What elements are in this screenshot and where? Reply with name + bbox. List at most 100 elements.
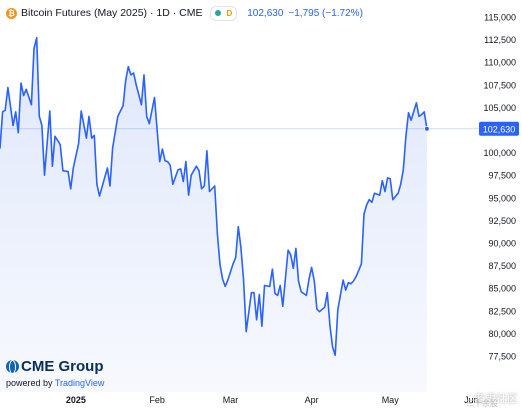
- data-point-2025-02-03: [161, 148, 163, 150]
- chart-header: ₿ Bitcoin Futures (May 2025) · 1D · CME …: [6, 5, 363, 21]
- data-point-2025-01-17: [117, 115, 119, 117]
- data-point-2025-03-03: [235, 256, 237, 259]
- data-point-2025-01-08: [93, 134, 95, 136]
- y-axis: 77,500 80,000 82,500 85,000 87,500 90,000 92,5…: [483, 13, 516, 362]
- data-point-2025-02-25: [219, 264, 221, 266]
- data-point-2025-04-06: [324, 306, 326, 308]
- data-point-2025-02-14: [190, 174, 192, 176]
- data-point-2025-01-26: [140, 104, 142, 106]
- data-point-2025-02-27: [224, 285, 226, 287]
- data-point-2025-04-11: [337, 309, 339, 311]
- data-point-2024-12-22: [49, 110, 51, 112]
- data-point-2025-03-13: [261, 325, 263, 327]
- data-point-2025-01-22: [130, 74, 132, 76]
- data-point-2025-01-21: [127, 66, 129, 68]
- data-point-2025-03-05: [240, 246, 242, 249]
- data-point-2024-12-19: [41, 124, 43, 127]
- data-point-2024-12-11: [20, 82, 22, 84]
- powered-by-prefix: powered by: [6, 378, 55, 388]
- status-dot-icon: [215, 10, 222, 16]
- data-point-2025-04-03: [316, 308, 318, 310]
- data-point-2025-04-16: [350, 283, 352, 285]
- data-point-2025-04-07: [326, 292, 328, 294]
- data-point-2025-02-05: [167, 161, 169, 163]
- last-price-marker: 102,630: [0, 121, 519, 136]
- cme-logo: CME Group powered by TradingView: [6, 358, 104, 388]
- data-point-2025-02-04: [164, 160, 166, 162]
- data-point-2025-04-27: [379, 194, 381, 196]
- data-point-2025-03-06: [242, 278, 245, 280]
- data-point-2025-01-24: [135, 84, 137, 86]
- bitcoin-icon: ₿: [6, 7, 17, 19]
- data-point-2025-03-20: [279, 284, 281, 287]
- y-tick-label: 92,500: [488, 216, 516, 226]
- market-status-badge[interactable]: D: [210, 5, 238, 21]
- powered-by[interactable]: powered by TradingView: [6, 378, 104, 388]
- data-point-2025-01-06: [88, 115, 90, 117]
- data-point-2025-03-26: [295, 247, 297, 249]
- data-point-2025-03-02: [232, 263, 234, 265]
- symbol-title[interactable]: Bitcoin Futures (May 2025) · 1D · CME: [21, 7, 203, 19]
- data-point-2025-03-31: [308, 278, 310, 280]
- data-point-2025-03-21: [282, 305, 284, 307]
- data-point-2025-01-31: [153, 96, 156, 99]
- data-point-2025-02-24: [216, 233, 218, 235]
- data-point-2025-03-19: [277, 294, 279, 296]
- data-point-2024-12-24: [54, 135, 56, 137]
- data-point-2024-12-06: [7, 86, 9, 89]
- x-tick-label: Feb: [149, 395, 165, 405]
- data-point-2024-12-09: [15, 111, 17, 113]
- x-tick-label: May: [382, 395, 400, 405]
- data-point-2025-04-24: [371, 201, 373, 203]
- data-point-2025-02-11: [182, 180, 184, 183]
- data-point-2025-02-09: [177, 169, 179, 171]
- data-point-2025-03-10: [253, 292, 255, 294]
- data-point-2025-03-25: [292, 267, 294, 269]
- data-point-2025-01-20: [125, 79, 127, 81]
- data-point-2025-01-23: [133, 72, 135, 74]
- y-tick-label: 90,000: [488, 239, 516, 249]
- data-point-2025-02-28: [227, 279, 229, 281]
- data-point-2025-04-30: [387, 177, 389, 179]
- data-point-2025-04-14: [345, 289, 347, 291]
- y-tick-label: 85,000: [488, 284, 516, 294]
- data-point-2024-12-26: [59, 143, 61, 146]
- x-tick-label: 2025: [66, 395, 86, 405]
- y-tick-label: 82,500: [488, 306, 516, 316]
- data-point-2025-05-04: [397, 192, 399, 194]
- data-point-2025-02-16: [195, 165, 197, 167]
- delay-badge: D: [226, 8, 233, 18]
- data-point-2025-01-03: [80, 110, 82, 112]
- tradingview-link[interactable]: TradingView: [54, 378, 105, 388]
- data-point-2024-12-18: [38, 115, 40, 117]
- y-tick-label: 100,000: [483, 148, 516, 158]
- data-point-2025-05-11: [415, 102, 417, 104]
- last-price-tag: [479, 121, 519, 136]
- data-point-2025-04-29: [384, 190, 386, 193]
- data-point-2025-01-07: [91, 137, 93, 139]
- data-point-2024-12-04: [1, 111, 4, 113]
- data-point-2024-12-27: [62, 170, 64, 172]
- y-tick-label: 110,000: [484, 58, 516, 68]
- data-point-2025-02-12: [185, 161, 187, 163]
- data-point-2025-01-19: [122, 105, 124, 107]
- cme-logo-name: CME Group: [21, 358, 104, 375]
- data-point-2024-12-16: [33, 48, 35, 50]
- data-point-2025-05-07: [405, 135, 407, 137]
- data-point-2025-03-28: [300, 291, 302, 293]
- data-point-2025-05-01: [389, 178, 391, 180]
- data-point-2025-03-23: [287, 249, 289, 251]
- data-point-2025-04-18: [355, 275, 357, 277]
- data-point-2025-02-17: [198, 170, 200, 172]
- x-tick-label: Mar: [223, 395, 239, 405]
- data-point-2025-04-21: [363, 213, 365, 215]
- data-point-2025-04-23: [368, 199, 370, 201]
- data-point-2025-01-10: [98, 195, 101, 197]
- data-point-2025-04-17: [352, 280, 355, 282]
- y-tick-label: 80,000: [488, 329, 516, 339]
- data-point-2024-12-23: [51, 165, 54, 167]
- x-axis: 2025 Feb Mar Apr May Jun: [66, 395, 479, 405]
- data-point-2025-01-15: [112, 147, 114, 149]
- data-point-2025-05-14: [423, 111, 425, 113]
